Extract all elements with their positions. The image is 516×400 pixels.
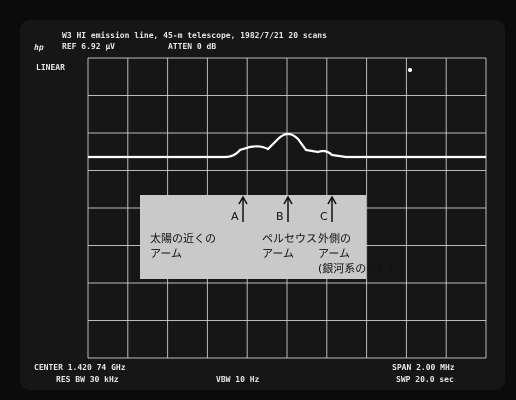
screen-photo: W3 HI emission line, 45-m telescope, 198…: [0, 0, 516, 400]
res-bw: RES BW 30 kHz: [56, 375, 119, 384]
center-freq: CENTER 1.420 74 GHz: [34, 363, 126, 372]
note-line: 太陽の近くの: [150, 232, 216, 245]
note-line: アーム: [150, 247, 182, 260]
marker-dot: [408, 68, 412, 72]
letter: B: [276, 210, 284, 223]
scale-mode: LINEAR: [36, 63, 65, 72]
sweep-time: SWP 20.0 sec: [396, 375, 454, 384]
note-line: アーム: [262, 247, 294, 260]
attenuation: ATTEN 0 dB: [168, 42, 216, 51]
letter: C: [320, 210, 328, 223]
ref-level: REF 6.92 µV: [62, 42, 115, 51]
note-line: (銀河系のはし): [318, 261, 393, 275]
logo: hp: [34, 43, 44, 52]
title: W3 HI emission line, 45-m telescope, 198…: [62, 30, 327, 40]
note-line: アーム: [318, 247, 350, 260]
note-line: 外側の: [318, 232, 351, 245]
note-line: ペルセウス: [262, 232, 317, 245]
span: SPAN 2.00 MHz: [392, 363, 455, 372]
letter: A: [231, 210, 239, 223]
vbw: VBW 10 Hz: [216, 375, 260, 384]
